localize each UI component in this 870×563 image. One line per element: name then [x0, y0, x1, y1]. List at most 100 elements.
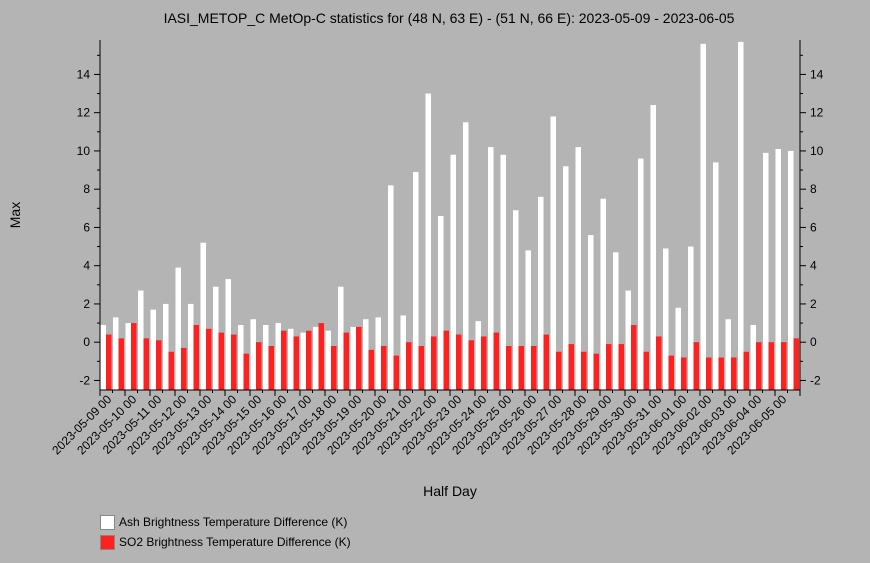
bar-so2-31	[493, 332, 499, 390]
bar-so2-48	[706, 357, 712, 390]
bar-so2-41	[618, 344, 624, 390]
bar-so2-38	[581, 351, 587, 390]
bar-so2-25	[418, 346, 424, 390]
bar-so2-24	[406, 342, 412, 390]
bar-ash-41	[613, 252, 619, 390]
bar-so2-22	[381, 346, 387, 390]
bar-ash-27	[438, 215, 444, 390]
bar-ash-16	[300, 332, 306, 390]
bar-ash-51	[738, 41, 744, 390]
y-axis-label: Max	[7, 202, 23, 228]
bar-so2-1	[118, 338, 124, 390]
bar-ash-7	[188, 303, 194, 390]
bar-so2-37	[568, 344, 574, 390]
bar-so2-39	[593, 353, 599, 390]
bar-ash-17	[313, 326, 319, 390]
bar-ash-11	[238, 324, 244, 390]
bar-so2-30	[481, 336, 487, 390]
bar-ash-39	[588, 235, 594, 390]
bar-ash-44	[650, 105, 656, 390]
y-tick-label-right: 6	[810, 220, 817, 234]
bar-so2-54	[781, 342, 787, 390]
bar-ash-36	[550, 116, 556, 390]
bar-so2-21	[368, 349, 374, 390]
y-tick-label-left: 6	[83, 220, 90, 234]
bar-so2-8	[206, 328, 212, 390]
y-tick-label-right: 8	[810, 182, 817, 196]
bar-so2-19	[343, 332, 349, 390]
y-tick-label-right: 10	[810, 144, 824, 158]
bar-ash-1	[113, 317, 119, 390]
legend: Ash Brightness Temperature Difference (K…	[100, 512, 351, 552]
legend-swatch-so2	[100, 534, 115, 550]
bar-ash-50	[725, 319, 731, 390]
bar-ash-35	[538, 196, 544, 390]
legend-item-so2: SO2 Brightness Temperature Difference (K…	[100, 532, 351, 552]
bar-so2-40	[606, 344, 612, 390]
bar-so2-44	[656, 336, 662, 390]
legend-swatch-ash	[100, 514, 115, 530]
bar-so2-27	[443, 330, 449, 390]
bar-ash-6	[175, 267, 181, 390]
bar-so2-6	[181, 347, 187, 390]
bar-so2-52	[756, 342, 762, 390]
bar-ash-10	[225, 279, 231, 390]
bar-so2-18	[331, 346, 337, 390]
y-tick-label-left: 2	[83, 297, 90, 311]
bar-ash-42	[625, 290, 631, 390]
bar-ash-37	[563, 166, 569, 390]
bar-ash-0	[100, 324, 106, 390]
bar-ash-30	[475, 321, 481, 390]
bar-ash-29	[463, 122, 469, 391]
bar-so2-32	[506, 346, 512, 390]
bar-ash-14	[275, 323, 281, 390]
bar-so2-10	[231, 334, 237, 390]
bar-ash-28	[450, 154, 456, 390]
bar-ash-46	[675, 307, 681, 390]
bar-so2-49	[718, 357, 724, 390]
bar-so2-7	[193, 324, 199, 390]
bar-ash-38	[575, 147, 581, 390]
bar-so2-47	[693, 342, 699, 390]
bar-so2-29	[468, 340, 474, 390]
bar-so2-3	[143, 338, 149, 390]
bar-ash-22	[375, 317, 381, 390]
bar-so2-55	[793, 338, 799, 390]
bar-ash-40	[600, 198, 606, 390]
bar-ash-31	[488, 147, 494, 390]
chart-title: IASI_METOP_C MetOp-C statistics for (48 …	[164, 10, 735, 26]
y-tick-label-right: -2	[810, 373, 821, 387]
legend-label-so2: SO2 Brightness Temperature Difference (K…	[119, 535, 351, 549]
bar-so2-12	[256, 342, 262, 390]
y-tick-label-left: 12	[77, 106, 91, 120]
bar-ash-33	[513, 210, 519, 390]
bars-group	[100, 41, 799, 391]
bar-ash-19	[338, 286, 344, 390]
bar-so2-53	[768, 342, 774, 390]
bar-so2-0	[106, 334, 112, 390]
bar-so2-42	[631, 324, 637, 390]
y-tick-label-left: 0	[83, 335, 90, 349]
bar-ash-13	[263, 324, 269, 390]
bar-ash-34	[525, 250, 531, 390]
bar-ash-3	[138, 290, 144, 390]
y-tick-label-left: 10	[77, 144, 91, 158]
bar-ash-45	[663, 248, 669, 390]
bar-so2-17	[318, 323, 324, 390]
bar-ash-26	[425, 93, 431, 391]
y-tick-label-right: 4	[810, 259, 817, 273]
bar-so2-34	[531, 346, 537, 390]
bar-ash-20	[350, 326, 356, 390]
bar-ash-55	[788, 150, 794, 390]
bar-so2-13	[268, 346, 274, 390]
bar-ash-43	[638, 158, 644, 390]
bar-ash-25	[413, 171, 419, 390]
bar-ash-2	[125, 323, 131, 390]
bar-so2-20	[356, 326, 362, 390]
bar-ash-49	[713, 162, 719, 390]
y-tick-label-right: 2	[810, 297, 817, 311]
bar-ash-8	[200, 242, 206, 390]
bar-ash-9	[213, 286, 219, 390]
bar-so2-23	[393, 355, 399, 390]
